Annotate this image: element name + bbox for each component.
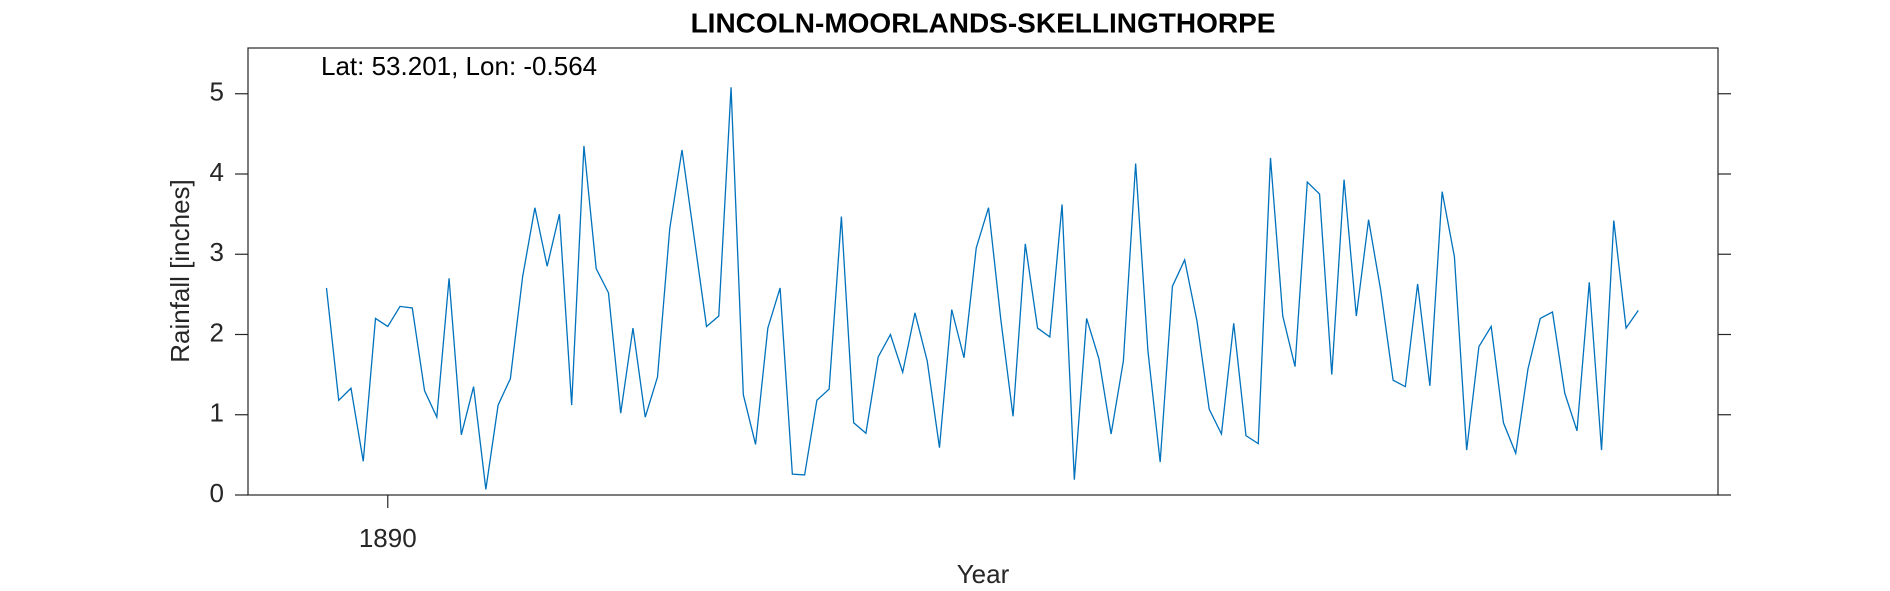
axes-box — [247, 47, 1719, 496]
y-axis-label: Rainfall [inches] — [165, 179, 195, 363]
y-tick-label: 1 — [210, 398, 224, 428]
chart-title: LINCOLN-MOORLANDS-SKELLINGTHORPE — [691, 7, 1276, 38]
y-tick-label: 2 — [210, 317, 224, 347]
x-tick-label: 1890 — [359, 523, 417, 553]
y-tick-label: 5 — [210, 77, 224, 107]
x-axis-label: Year — [957, 559, 1010, 589]
y-tick-label: 0 — [210, 478, 224, 508]
annotation: Lat: 53.201, Lon: -0.564 — [321, 51, 597, 81]
y-tick-label: 4 — [210, 157, 224, 187]
y-tick-label: 3 — [210, 237, 224, 267]
data-line — [325, 87, 1639, 490]
